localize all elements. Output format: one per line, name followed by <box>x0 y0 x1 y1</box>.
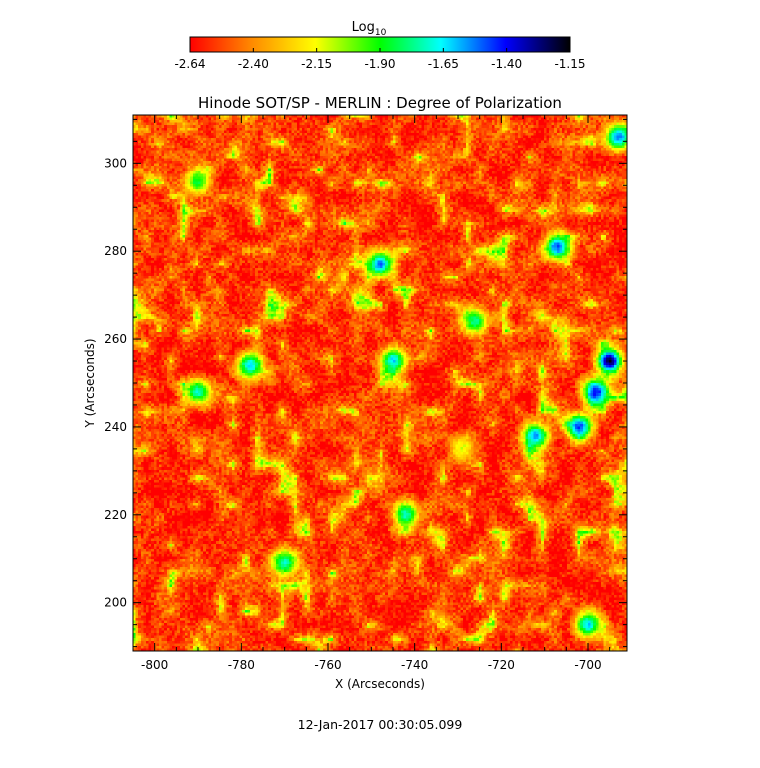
y-tick-label: 300 <box>104 156 127 170</box>
colorbar-tick-label: -1.15 <box>554 57 585 71</box>
y-axis-label: Y (Arcseconds) <box>83 338 97 428</box>
y-tick-label: 260 <box>104 332 127 346</box>
y-axis-ticks: 200 220 240 260 280 300 <box>104 118 627 648</box>
plot-area: -800 -780 -760 -740 -720 -700 200 220 240 260 280… <box>104 114 628 672</box>
colorbar-title-subscript: 10 <box>375 28 387 38</box>
x-tick-label: -720 <box>488 658 515 672</box>
y-tick-label: 200 <box>104 596 127 610</box>
y-tick-label: 240 <box>104 420 127 434</box>
colorbar-tick-label: -2.15 <box>301 57 332 71</box>
y-tick-label: 220 <box>104 508 127 522</box>
x-tick-label: -760 <box>314 658 341 672</box>
y-tick-label: 280 <box>104 244 127 258</box>
x-tick-label: -800 <box>141 658 168 672</box>
colorbar-tick-label: -2.40 <box>238 57 269 71</box>
colorbar-tick-label: -1.90 <box>364 57 395 71</box>
heatmap-image <box>133 115 627 651</box>
chart-title: Hinode SOT/SP - MERLIN : Degree of Polar… <box>198 94 562 112</box>
x-axis-label: X (Arcseconds) <box>335 677 425 691</box>
colorbar-ticks: -2.64 -2.40 -2.15 -1.90 -1.65 -1.40 -1.15 <box>174 48 586 71</box>
colorbar-title: Log10 <box>352 20 387 38</box>
colorbar-tick-label: -2.64 <box>174 57 205 71</box>
footer-timestamp: 12-Jan-2017 00:30:05.099 <box>298 717 463 732</box>
colorbar: Log10 -2.64 -2.40 -2.15 -1.90 -1.65 -1.40 -1.1… <box>174 20 585 71</box>
x-tick-label: -740 <box>401 658 428 672</box>
colorbar-tick-label: -1.40 <box>491 57 522 71</box>
x-axis-ticks: -800 -780 -760 -740 -720 -700 <box>132 115 611 672</box>
colorbar-tick-label: -1.65 <box>428 57 459 71</box>
x-tick-label: -780 <box>228 658 255 672</box>
x-tick-label: -700 <box>574 658 601 672</box>
